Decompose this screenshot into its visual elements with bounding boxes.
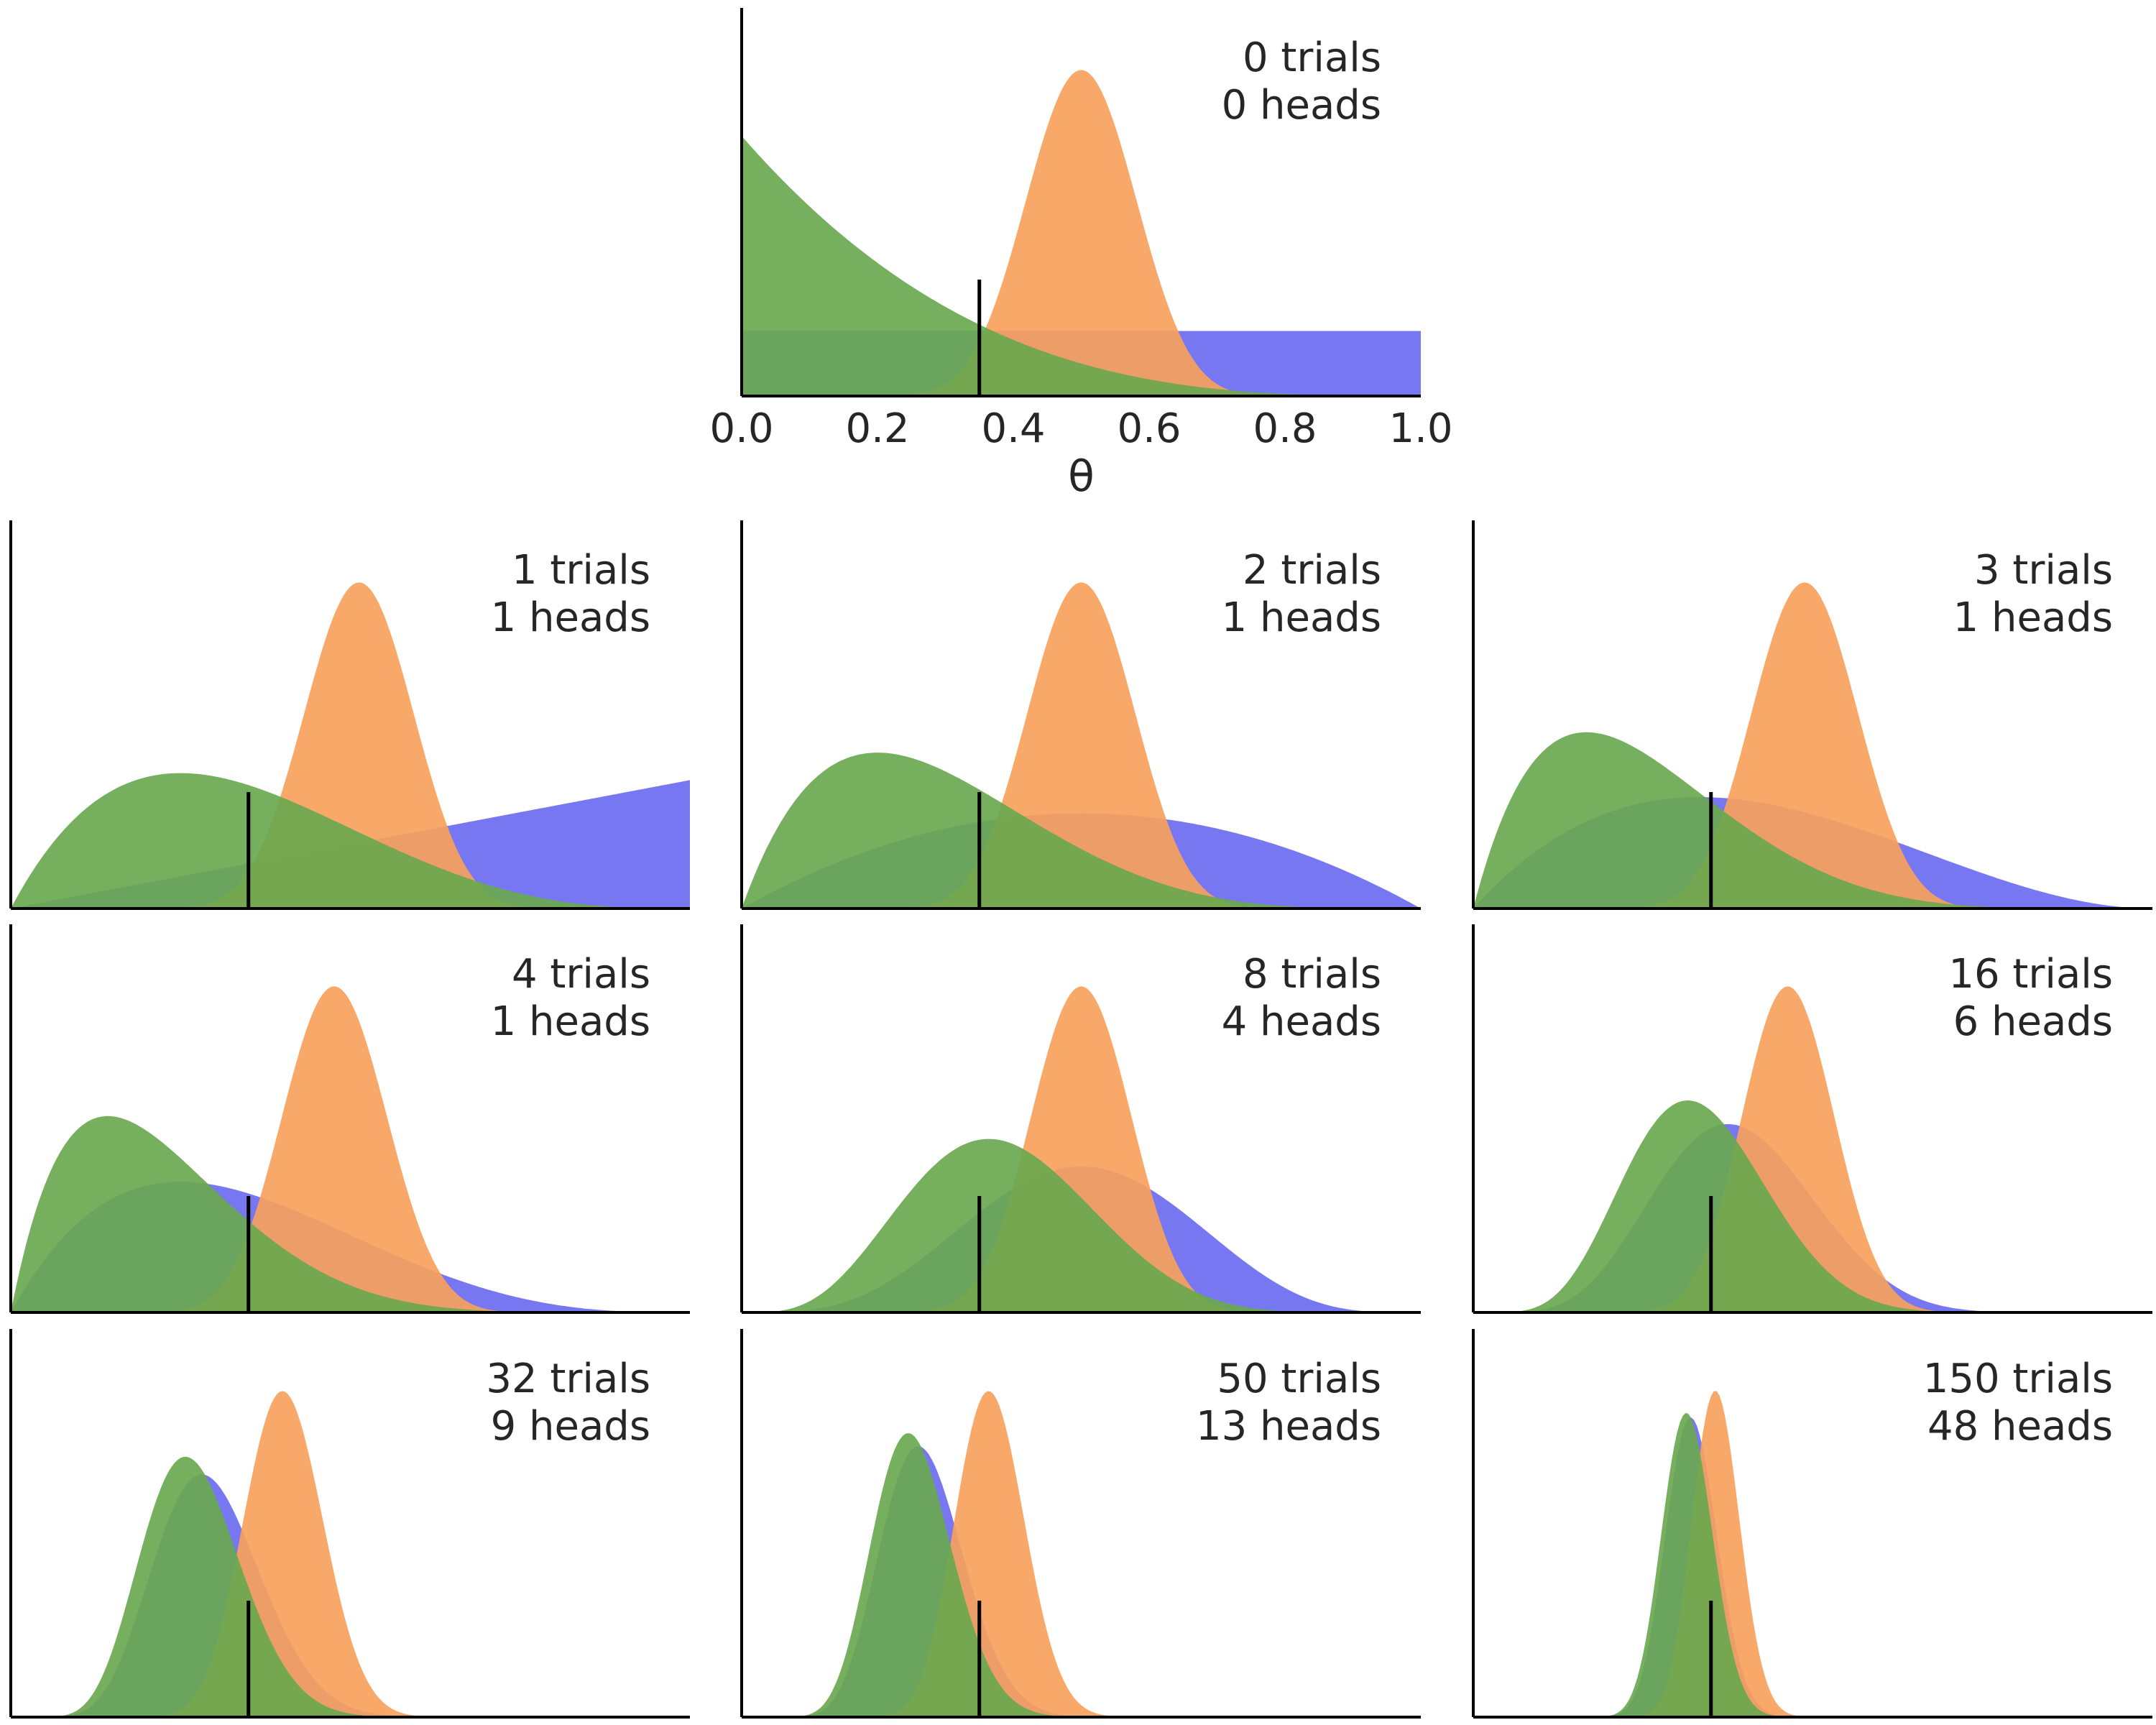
trials-label: 0 trials <box>1243 34 1381 81</box>
x-axis-label: θ <box>1068 451 1095 502</box>
trials-label: 16 trials <box>1948 951 2113 998</box>
trials-label: 50 trials <box>1217 1356 1381 1402</box>
heads-label: 4 heads <box>1222 998 1381 1045</box>
heads-label: 6 heads <box>1953 998 2113 1045</box>
trials-label: 32 trials <box>486 1356 650 1402</box>
optimistic-posterior-area <box>1473 582 2152 908</box>
uniform-posterior-area <box>1473 1417 2152 1717</box>
x-tick-label: 1.0 <box>1388 405 1452 452</box>
x-tick-label: 0.6 <box>1117 405 1181 452</box>
optimistic-posterior-area <box>742 986 1421 1312</box>
trials-label: 1 trials <box>512 547 650 594</box>
trials-label: 3 trials <box>1974 547 2113 594</box>
optimistic-posterior-area <box>742 70 1421 397</box>
trials-label: 150 trials <box>1923 1356 2113 1402</box>
trials-label: 2 trials <box>1243 547 1381 594</box>
heads-label: 1 heads <box>1953 594 2113 641</box>
heads-label: 1 heads <box>491 594 650 641</box>
pessimistic-posterior-area <box>742 1138 1421 1312</box>
pessimistic-posterior-area <box>742 136 1421 396</box>
heads-label: 1 heads <box>1222 594 1381 641</box>
heads-label: 48 heads <box>1927 1403 2113 1450</box>
optimistic-posterior-area <box>1473 986 2152 1312</box>
heads-label: 1 heads <box>491 998 650 1045</box>
x-tick-label: 0.2 <box>845 405 909 452</box>
heads-label: 0 heads <box>1222 82 1381 129</box>
optimistic-posterior-area <box>742 582 1421 908</box>
pessimistic-posterior-area <box>742 753 1421 908</box>
x-tick-label: 0.4 <box>981 405 1045 452</box>
optimistic-posterior-area <box>11 986 690 1312</box>
x-tick-label: 0.0 <box>709 405 773 452</box>
trials-label: 8 trials <box>1243 951 1381 998</box>
pessimistic-posterior-area <box>11 1456 690 1717</box>
pessimistic-posterior-area <box>11 773 690 908</box>
pessimistic-posterior-area <box>11 1116 690 1312</box>
heads-label: 9 heads <box>491 1403 650 1450</box>
heads-label: 13 heads <box>1196 1403 1381 1450</box>
x-tick-label: 0.8 <box>1253 405 1317 452</box>
optimistic-posterior-area <box>11 582 690 908</box>
pessimistic-posterior-area <box>1473 732 2152 908</box>
trials-label: 4 trials <box>512 951 650 998</box>
optimistic-posterior-area <box>11 1391 690 1717</box>
pessimistic-posterior-area <box>1473 1100 2152 1312</box>
pessimistic-posterior-area <box>1473 1412 2152 1717</box>
pessimistic-posterior-area <box>742 1432 1421 1717</box>
